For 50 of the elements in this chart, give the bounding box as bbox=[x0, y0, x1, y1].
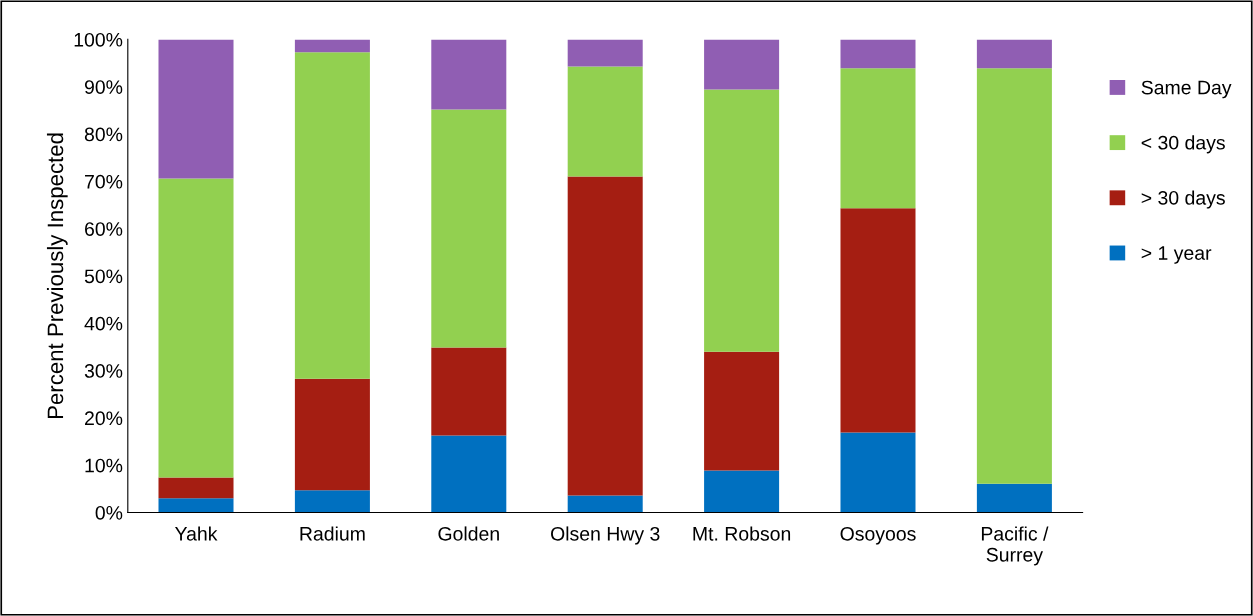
x-tick-label: Pacific / Surrey bbox=[981, 526, 1049, 566]
bar bbox=[840, 208, 916, 433]
x-tick-label: Golden bbox=[438, 526, 499, 541]
bar bbox=[704, 351, 780, 471]
bar bbox=[294, 39, 370, 53]
bar bbox=[567, 39, 643, 67]
y-tick-label: 30% bbox=[84, 364, 123, 378]
bar bbox=[840, 39, 916, 69]
bar bbox=[567, 495, 643, 513]
bar bbox=[158, 498, 234, 513]
x-tick-label: Olsen Hwy 3 bbox=[551, 526, 660, 545]
y-tick-label: 40% bbox=[84, 316, 123, 331]
bar bbox=[158, 178, 234, 478]
bar bbox=[431, 435, 507, 513]
x-tick-label: Osoyoos bbox=[840, 526, 916, 545]
y-tick-label: 60% bbox=[85, 222, 123, 236]
bar bbox=[158, 477, 234, 499]
bar bbox=[294, 490, 370, 513]
bar bbox=[976, 483, 1052, 513]
bar bbox=[704, 470, 780, 513]
legend-label: > 1 year bbox=[1141, 246, 1212, 264]
x-tick-label: Mt. Robson bbox=[693, 526, 791, 541]
y-tick-label: 0% bbox=[95, 505, 123, 520]
bar bbox=[294, 378, 370, 491]
legend-label: > 30 days bbox=[1141, 190, 1225, 209]
x-tick-label: Yahk bbox=[174, 526, 218, 541]
bar bbox=[840, 68, 916, 209]
y-tick-label: 90% bbox=[84, 80, 123, 94]
bar bbox=[567, 66, 643, 177]
y-tick-label: 100% bbox=[74, 32, 123, 47]
y-tick-label: 20% bbox=[85, 411, 123, 426]
y-tick-label: 50% bbox=[84, 269, 123, 284]
bar bbox=[431, 39, 507, 110]
bar bbox=[294, 52, 370, 379]
bar bbox=[704, 89, 780, 352]
y-tick-label: 80% bbox=[84, 127, 123, 142]
legend-label: < 30 days bbox=[1141, 135, 1225, 154]
bar bbox=[567, 176, 643, 496]
bar bbox=[840, 432, 916, 513]
y-axis-title: Percent Previously Inspected bbox=[46, 133, 68, 419]
bar bbox=[431, 109, 507, 348]
bar bbox=[158, 39, 234, 179]
legend-label: Same Day bbox=[1141, 80, 1232, 99]
y-tick-label: 70% bbox=[85, 174, 123, 189]
bar bbox=[976, 39, 1052, 69]
bar bbox=[704, 39, 780, 90]
y-tick-label: 10% bbox=[85, 458, 123, 473]
bar bbox=[431, 347, 507, 436]
x-tick-label: Radium bbox=[300, 526, 365, 541]
bar bbox=[976, 68, 1052, 484]
